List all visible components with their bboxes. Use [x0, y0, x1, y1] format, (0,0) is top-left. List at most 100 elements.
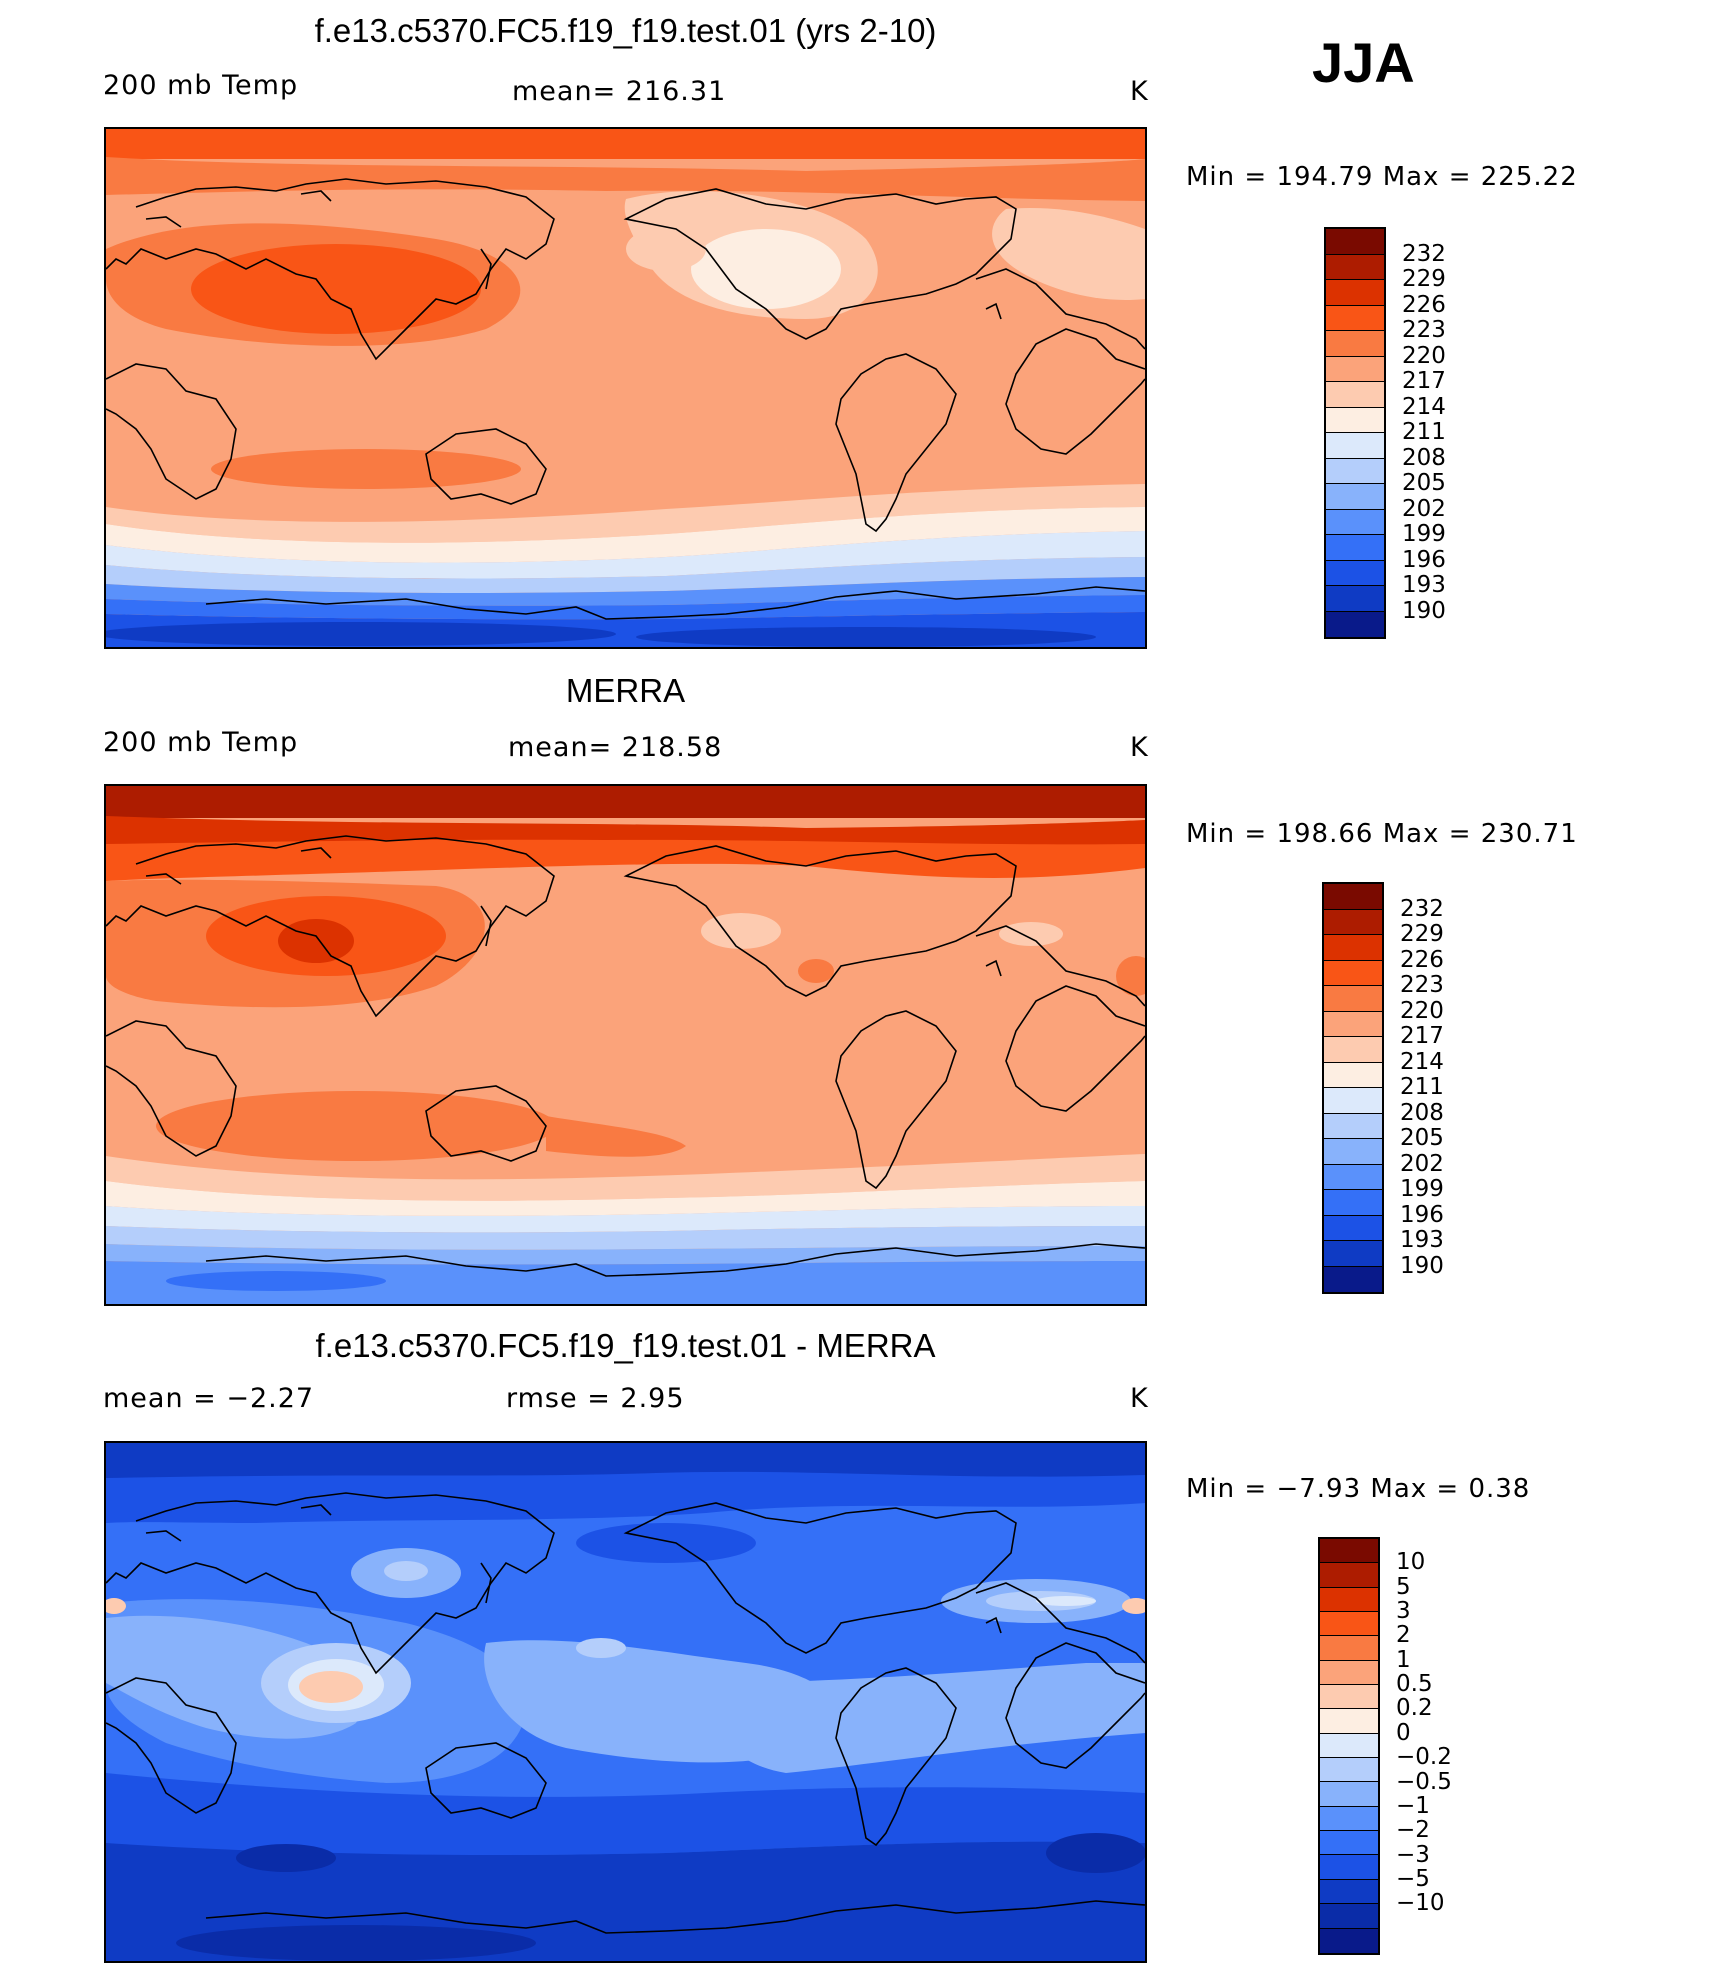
colorbar-level-label: 217 [1402, 368, 1446, 394]
colorbar-swatch [1324, 1113, 1382, 1139]
colorbar-level-label: 0.2 [1396, 1695, 1433, 1722]
colorbar-swatch [1320, 1563, 1378, 1588]
colorbar-swatch [1324, 884, 1382, 910]
colorbar-swatch [1324, 1266, 1382, 1292]
colorbar-level-label: 217 [1400, 1023, 1444, 1049]
colorbar-swatch [1320, 1782, 1378, 1807]
colorbar-swatch [1324, 1037, 1382, 1063]
colorbar-swatch [1320, 1733, 1378, 1759]
colorbar-level-label: 220 [1402, 342, 1446, 369]
colorbar-swatch [1324, 960, 1382, 986]
colorbar-level-label: −3 [1396, 1841, 1430, 1868]
panel2-colorbar [1322, 882, 1384, 1294]
colorbar-swatch [1326, 535, 1384, 561]
colorbar-swatch [1320, 1928, 1378, 1953]
panel2-minmax: Min = 198.66 Max = 230.71 [1186, 819, 1578, 849]
panel1-map [104, 127, 1147, 649]
panel3-minmax: Min = −7.93 Max = 0.38 [1186, 1474, 1531, 1504]
panel3-mean-label: mean = −2.27 [103, 1383, 315, 1414]
colorbar-swatch [1320, 1831, 1378, 1856]
colorbar-swatch [1326, 560, 1384, 586]
colorbar-level-label: 205 [1402, 470, 1446, 496]
colorbar-level-label: 229 [1400, 921, 1444, 947]
colorbar-swatch [1320, 1709, 1378, 1734]
colorbar-swatch [1324, 1062, 1382, 1088]
colorbar-level-label: 190 [1402, 597, 1446, 624]
colorbar-swatch [1320, 1660, 1378, 1686]
colorbar-level-label: −1 [1396, 1792, 1430, 1819]
colorbar-level-label: 223 [1402, 317, 1446, 343]
panel2-mean-label: mean= 218.58 [508, 732, 723, 763]
colorbar-swatch [1320, 1855, 1378, 1880]
colorbar-level-label: 196 [1400, 1201, 1444, 1228]
colorbar-swatch [1320, 1879, 1378, 1905]
colorbar-level-label: 5 [1396, 1573, 1411, 1600]
colorbar-swatch [1326, 407, 1384, 433]
colorbar-swatch [1324, 1139, 1382, 1165]
colorbar-level-label: −10 [1396, 1890, 1445, 1917]
colorbar-swatch [1326, 509, 1384, 535]
colorbar-level-label: 10 [1396, 1549, 1426, 1576]
colorbar-level-label: 229 [1402, 266, 1446, 292]
colorbar-level-label: 202 [1400, 1150, 1444, 1177]
colorbar-level-label: 0 [1396, 1719, 1411, 1746]
panel2-variable-label: 200 mb Temp [103, 727, 299, 758]
colorbar-swatch [1324, 1088, 1382, 1114]
colorbar-swatch [1320, 1758, 1378, 1783]
colorbar-swatch [1320, 1806, 1378, 1832]
panel3-rmse-label: rmse = 2.95 [506, 1383, 685, 1414]
panel1-units-label: K [1130, 76, 1149, 107]
colorbar-level-label: 220 [1400, 997, 1444, 1024]
colorbar-swatch [1320, 1612, 1378, 1637]
colorbar-level-label: 214 [1402, 393, 1446, 420]
colorbar-level-label: 0.5 [1396, 1671, 1433, 1698]
colorbar-level-label: 232 [1402, 240, 1446, 267]
colorbar-swatch [1326, 356, 1384, 382]
colorbar-level-label: 214 [1400, 1048, 1444, 1075]
colorbar-level-label: 199 [1402, 521, 1446, 547]
panel2-map [104, 784, 1147, 1306]
colorbar-level-label: 193 [1400, 1227, 1444, 1253]
colorbar-swatch [1324, 1011, 1382, 1037]
colorbar-level-label: 190 [1400, 1252, 1444, 1279]
colorbar-level-label: −0.5 [1396, 1768, 1452, 1795]
panel1-colorbar [1324, 227, 1386, 639]
colorbar-level-label: 232 [1400, 895, 1444, 922]
colorbar-swatch [1320, 1904, 1378, 1929]
panel3-units-label: K [1130, 1383, 1149, 1414]
colorbar-level-label: 226 [1400, 946, 1444, 973]
colorbar-level-label: 196 [1402, 546, 1446, 573]
colorbar-swatch [1326, 586, 1384, 612]
panel1-title: f.e13.c5370.FC5.f19_f19.test.01 (yrs 2-1… [314, 12, 937, 49]
colorbar-level-label: −2 [1396, 1817, 1430, 1844]
colorbar-level-label: 226 [1402, 291, 1446, 318]
season-label: JJA [1312, 31, 1415, 94]
colorbar-swatch [1320, 1685, 1378, 1710]
panel1-mean-label: mean= 216.31 [512, 76, 727, 107]
colorbar-level-label: 202 [1402, 495, 1446, 522]
colorbar-level-label: 208 [1402, 444, 1446, 471]
colorbar-level-label: 223 [1400, 972, 1444, 998]
colorbar-level-label: 3 [1396, 1598, 1411, 1625]
colorbar-swatch [1320, 1587, 1378, 1613]
panel2-title: MERRA [565, 672, 686, 709]
colorbar-swatch [1326, 331, 1384, 357]
colorbar-level-label: −5 [1396, 1865, 1430, 1892]
colorbar-swatch [1326, 433, 1384, 459]
panel3-colorbar [1318, 1537, 1380, 1955]
colorbar-level-label: 1 [1396, 1646, 1411, 1673]
colorbar-level-label: 205 [1400, 1125, 1444, 1151]
colorbar-swatch [1324, 1190, 1382, 1216]
panel3-title: f.e13.c5370.FC5.f19_f19.test.01 - MERRA [315, 1327, 936, 1364]
colorbar-swatch [1324, 1241, 1382, 1267]
colorbar-level-label: 208 [1400, 1099, 1444, 1126]
panel2-units-label: K [1130, 732, 1149, 763]
colorbar-swatch [1320, 1636, 1378, 1661]
colorbar-swatch [1324, 1164, 1382, 1190]
panel1-variable-label: 200 mb Temp [103, 70, 299, 101]
colorbar-swatch [1324, 909, 1382, 935]
colorbar-level-label: 211 [1400, 1074, 1444, 1100]
colorbar-level-label: 199 [1400, 1176, 1444, 1202]
colorbar-level-label: −0.2 [1396, 1744, 1452, 1771]
colorbar-swatch [1324, 1215, 1382, 1241]
